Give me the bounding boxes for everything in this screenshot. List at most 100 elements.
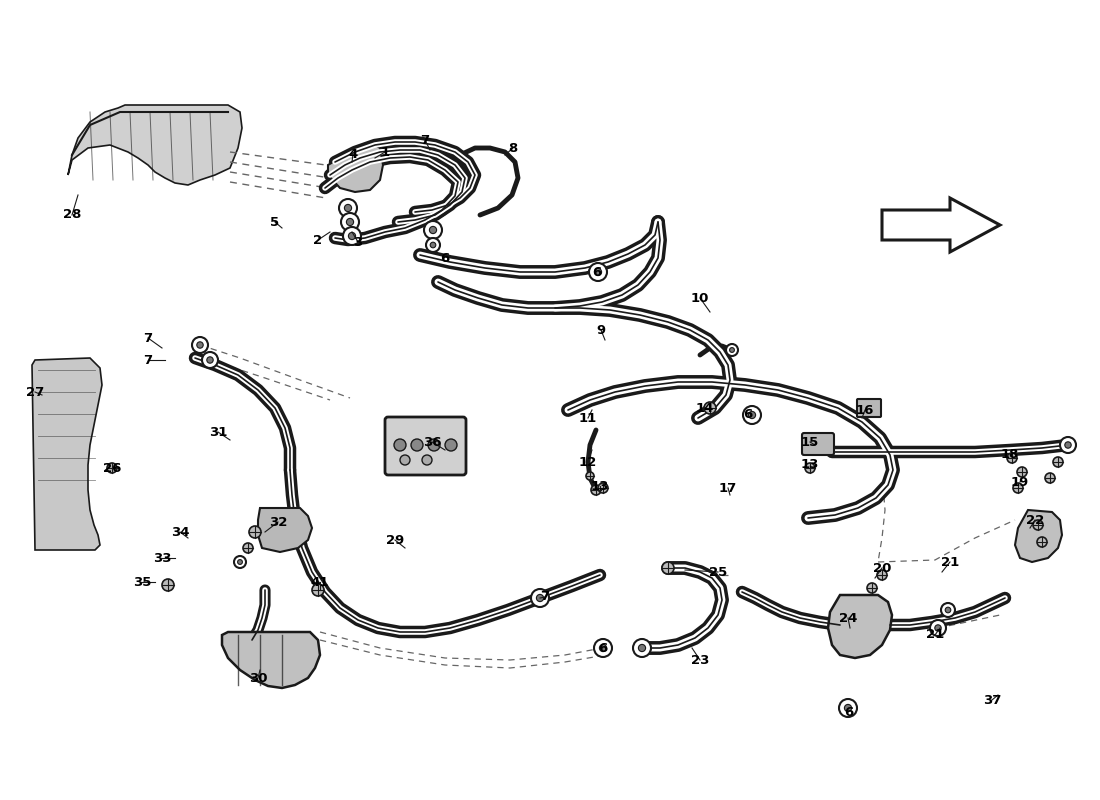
Text: 7: 7 bbox=[143, 331, 153, 345]
Circle shape bbox=[349, 232, 355, 240]
Circle shape bbox=[805, 463, 815, 473]
Text: 7: 7 bbox=[143, 354, 153, 366]
Circle shape bbox=[591, 485, 601, 495]
FancyBboxPatch shape bbox=[802, 433, 834, 455]
Text: 35: 35 bbox=[133, 575, 151, 589]
Circle shape bbox=[422, 455, 432, 465]
Circle shape bbox=[940, 603, 955, 617]
Circle shape bbox=[586, 472, 594, 480]
Text: 29: 29 bbox=[386, 534, 404, 546]
Circle shape bbox=[867, 583, 877, 593]
Text: 19: 19 bbox=[1011, 475, 1030, 489]
Circle shape bbox=[742, 406, 761, 424]
Circle shape bbox=[945, 607, 950, 613]
Text: 7: 7 bbox=[540, 590, 550, 603]
Circle shape bbox=[1018, 467, 1027, 477]
Text: 21: 21 bbox=[940, 555, 959, 569]
Text: 1: 1 bbox=[381, 146, 389, 158]
Circle shape bbox=[234, 556, 246, 568]
Circle shape bbox=[594, 268, 602, 275]
Text: 41: 41 bbox=[311, 575, 329, 589]
Polygon shape bbox=[68, 105, 242, 185]
Polygon shape bbox=[222, 632, 320, 688]
Circle shape bbox=[343, 227, 361, 245]
Circle shape bbox=[594, 639, 612, 657]
Text: 23: 23 bbox=[691, 654, 710, 666]
Circle shape bbox=[400, 455, 410, 465]
Polygon shape bbox=[1015, 510, 1062, 562]
Circle shape bbox=[426, 238, 440, 252]
Circle shape bbox=[839, 699, 857, 717]
Text: 3: 3 bbox=[353, 235, 363, 249]
Circle shape bbox=[424, 221, 442, 239]
Text: 24: 24 bbox=[839, 611, 857, 625]
Circle shape bbox=[249, 526, 261, 538]
Polygon shape bbox=[258, 508, 312, 552]
Circle shape bbox=[1006, 453, 1018, 463]
Circle shape bbox=[748, 411, 756, 418]
Text: 32: 32 bbox=[268, 515, 287, 529]
Polygon shape bbox=[32, 358, 102, 550]
Circle shape bbox=[935, 625, 942, 631]
Text: 27: 27 bbox=[26, 386, 44, 398]
Circle shape bbox=[107, 463, 117, 473]
Circle shape bbox=[930, 620, 946, 636]
Text: 28: 28 bbox=[63, 209, 81, 222]
Circle shape bbox=[430, 242, 436, 248]
Circle shape bbox=[197, 342, 204, 348]
Circle shape bbox=[1013, 483, 1023, 493]
Text: 7: 7 bbox=[420, 134, 430, 146]
Text: 9: 9 bbox=[596, 323, 606, 337]
Text: 6: 6 bbox=[593, 266, 602, 279]
Circle shape bbox=[238, 560, 242, 565]
Polygon shape bbox=[828, 595, 892, 658]
Circle shape bbox=[598, 483, 608, 493]
Circle shape bbox=[632, 639, 651, 657]
Text: 26: 26 bbox=[102, 462, 121, 474]
Text: 37: 37 bbox=[982, 694, 1001, 706]
Text: 13: 13 bbox=[801, 458, 820, 471]
FancyBboxPatch shape bbox=[385, 417, 466, 475]
Circle shape bbox=[162, 579, 174, 591]
Circle shape bbox=[1033, 520, 1043, 530]
Text: 6: 6 bbox=[744, 409, 752, 422]
Circle shape bbox=[339, 199, 358, 217]
Circle shape bbox=[344, 204, 352, 212]
Circle shape bbox=[537, 594, 543, 602]
Text: 14: 14 bbox=[696, 402, 714, 414]
Text: 8: 8 bbox=[508, 142, 518, 154]
Circle shape bbox=[1053, 457, 1063, 467]
Circle shape bbox=[192, 337, 208, 353]
Circle shape bbox=[1060, 437, 1076, 453]
Circle shape bbox=[729, 347, 735, 352]
Circle shape bbox=[411, 439, 424, 451]
Text: 33: 33 bbox=[153, 551, 172, 565]
Text: 36: 36 bbox=[422, 435, 441, 449]
Circle shape bbox=[531, 589, 549, 607]
Circle shape bbox=[346, 218, 353, 226]
Text: 30: 30 bbox=[249, 671, 267, 685]
Text: 15: 15 bbox=[801, 435, 820, 449]
Polygon shape bbox=[882, 198, 1000, 252]
Circle shape bbox=[429, 226, 437, 234]
Text: 6: 6 bbox=[845, 706, 854, 718]
Text: 6: 6 bbox=[440, 251, 450, 265]
Circle shape bbox=[600, 645, 606, 651]
Circle shape bbox=[726, 344, 738, 356]
Circle shape bbox=[428, 439, 440, 451]
Text: 4: 4 bbox=[349, 147, 358, 161]
Text: 20: 20 bbox=[872, 562, 891, 574]
Circle shape bbox=[1065, 442, 1071, 448]
Circle shape bbox=[202, 352, 218, 368]
Text: 22: 22 bbox=[1026, 514, 1044, 526]
Text: 10: 10 bbox=[691, 291, 710, 305]
Text: 12: 12 bbox=[579, 455, 597, 469]
Circle shape bbox=[312, 584, 324, 596]
Text: 21: 21 bbox=[926, 629, 944, 642]
Text: 13: 13 bbox=[591, 479, 609, 493]
Text: 11: 11 bbox=[579, 411, 597, 425]
Circle shape bbox=[704, 402, 716, 414]
Text: 5: 5 bbox=[271, 215, 279, 229]
Circle shape bbox=[1037, 537, 1047, 547]
Text: 31: 31 bbox=[209, 426, 228, 438]
